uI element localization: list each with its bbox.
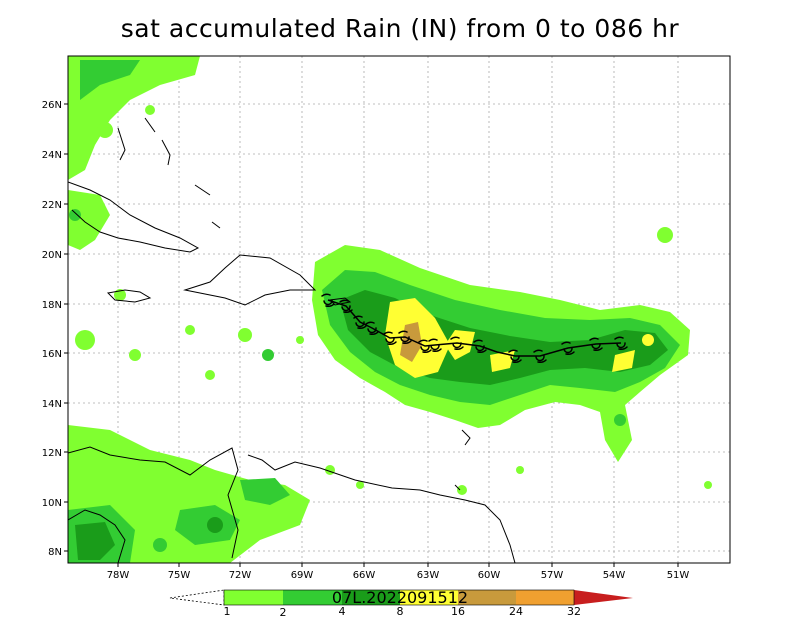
tropical-storm-icon: [533, 349, 547, 363]
storm-track-symbols: [321, 293, 628, 363]
lat-label: 26N: [42, 100, 62, 111]
colorbar-swatch: [342, 590, 400, 605]
lon-label: 66W: [353, 570, 376, 581]
tropical-storm-icon: [398, 330, 412, 344]
tropical-storm-icon: [353, 315, 367, 329]
colorbar-level: 2: [280, 606, 287, 618]
storm-id-label: 07L.2022091512: [332, 588, 468, 607]
lon-label: 51W: [667, 570, 690, 581]
tropical-storm-icon: [508, 349, 522, 363]
tropical-storm-icon: [589, 337, 603, 351]
colorbar-swatch: [458, 590, 516, 605]
lat-label: 14N: [42, 399, 62, 410]
colorbar-low-triangle: [169, 589, 225, 606]
tropical-storm-icon: [321, 293, 335, 307]
coastlines: [68, 117, 516, 563]
map-frame-border: [67, 55, 731, 564]
colorbar-level: 4: [339, 605, 346, 618]
lon-label: 60W: [478, 570, 501, 581]
colorbar-swatch: [400, 590, 458, 605]
latitude-axis: [64, 103, 68, 552]
storm-track-line: [327, 299, 622, 357]
lon-label: 72W: [229, 570, 252, 581]
colorbar: 2: [169, 589, 633, 618]
tropical-storm-icon: [383, 331, 397, 345]
map-title: sat accumulated Rain (IN) from 0 to 086 …: [120, 14, 680, 43]
tropical-storm-icon: [418, 339, 432, 353]
lat-label: 8N: [48, 547, 62, 558]
tropical-storm-icon: [561, 341, 575, 355]
tropical-storm-icon: [614, 336, 628, 350]
lat-label: 24N: [42, 150, 62, 161]
lat-label: 20N: [42, 250, 62, 261]
tropical-storm-icon: [428, 338, 442, 352]
lon-label: 75W: [168, 570, 191, 581]
tropical-storm-icon: [365, 321, 379, 335]
lon-label: 69W: [291, 570, 314, 581]
lat-label: 10N: [42, 498, 62, 509]
lon-label: 63W: [417, 570, 440, 581]
rain-area-northwest: [68, 56, 673, 380]
longitude-axis: [117, 563, 679, 567]
colorbar-level: 8: [397, 605, 404, 618]
lon-label: 78W: [107, 570, 130, 581]
colorbar-high-triangle: [574, 590, 633, 605]
lon-label: 54W: [603, 570, 626, 581]
colorbar-level: 1: [224, 605, 231, 618]
colorbar-level: 24: [509, 605, 523, 618]
tropical-storm-icon: [339, 299, 353, 313]
lat-label: 12N: [42, 448, 62, 459]
lon-label: 57W: [541, 570, 564, 581]
colorbar-level: 16: [451, 605, 465, 618]
colorbar-swatch: [283, 590, 342, 605]
tropical-storm-icon: [450, 336, 464, 350]
colorbar-swatch: [516, 590, 574, 605]
lat-label: 22N: [42, 200, 62, 211]
tropical-storm-icon: [473, 339, 487, 353]
rain-area-south: [68, 425, 712, 563]
colorbar-swatch: [224, 590, 283, 605]
colorbar-level: 32: [567, 605, 581, 618]
lat-label: 18N: [42, 300, 62, 311]
lat-label: 16N: [42, 349, 62, 360]
